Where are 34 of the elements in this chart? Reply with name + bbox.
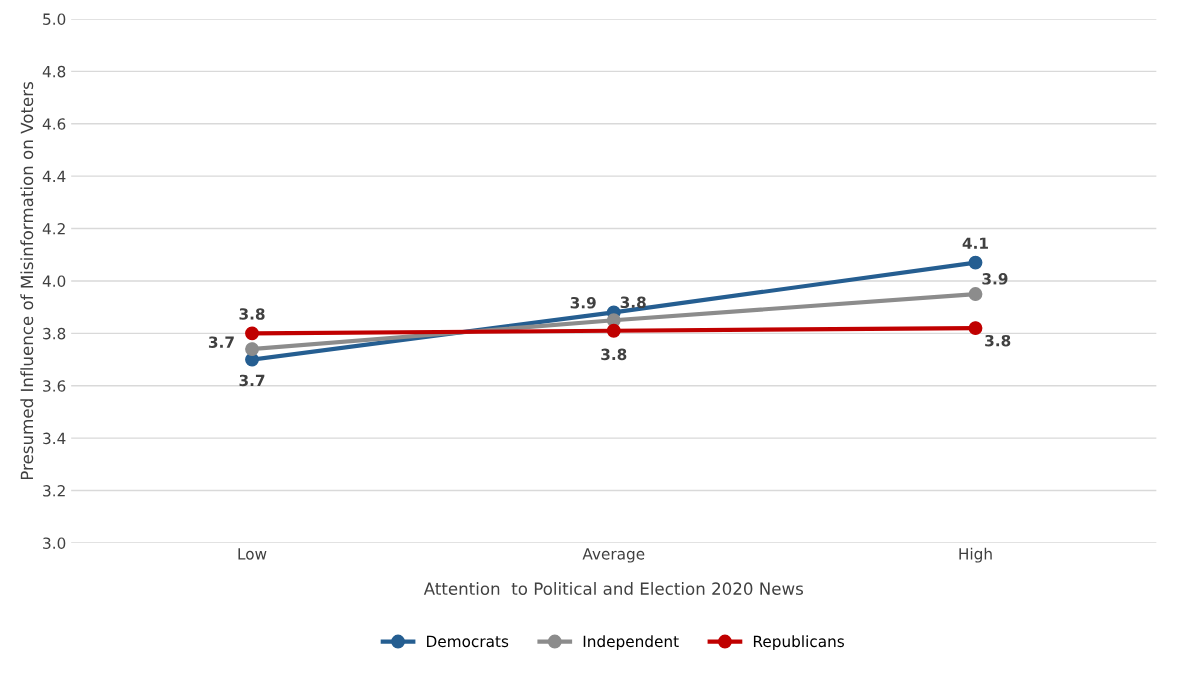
y-tick-label: 5.0 <box>43 13 66 25</box>
y-tick-label: 4.2 <box>42 223 65 235</box>
y-tick-label: 4.6 <box>42 118 66 130</box>
data-label: 4.1 <box>962 237 988 249</box>
data-label: 3.8 <box>620 296 646 309</box>
legend-label: Independent <box>583 635 679 651</box>
point <box>245 342 259 357</box>
y-tick-label: 3.8 <box>43 327 66 340</box>
y-tick-label: 4.0 <box>42 275 66 287</box>
y-axis-title: Presumed Influence of Misinformation on Voters <box>20 82 34 480</box>
data-label: 3.9 <box>570 296 596 309</box>
point <box>968 287 983 302</box>
y-tick-label: 4.4 <box>42 170 66 182</box>
point <box>245 326 259 341</box>
point <box>968 255 983 270</box>
x-tick-label: Low <box>238 548 267 560</box>
x-tick-label: Average <box>582 548 645 563</box>
x-tick-label: High <box>959 547 992 563</box>
y-tick-label: 3.4 <box>43 432 66 445</box>
data-label: 3.8 <box>239 308 265 320</box>
data-label: 3.8 <box>601 348 627 361</box>
data-label: 3.7 <box>208 336 234 348</box>
point <box>606 323 621 338</box>
y-tick-label: 4.8 <box>42 65 66 78</box>
legend-label: Republicans <box>753 635 844 651</box>
data-label: 3.7 <box>239 374 265 387</box>
y-tick-label: 3.6 <box>43 380 66 392</box>
point <box>968 321 983 336</box>
y-tick-label: 3.0 <box>43 537 66 549</box>
data-label: 3.8 <box>985 334 1011 347</box>
legend-label: Democrats <box>427 635 509 648</box>
y-tick-label: 3.2 <box>43 485 65 497</box>
data-label: 3.9 <box>982 273 1008 285</box>
x-axis-title: Attention to Political and Election 2020 News <box>423 582 804 595</box>
